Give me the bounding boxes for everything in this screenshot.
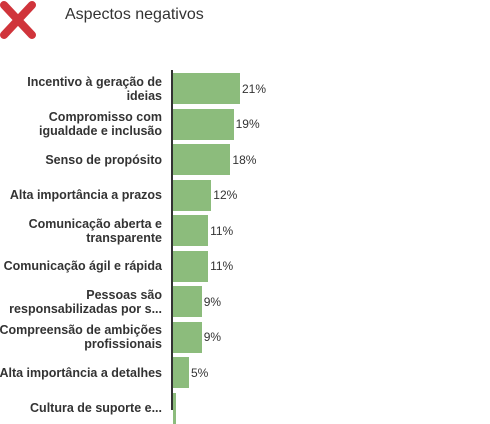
bar [173, 357, 189, 388]
bar-chart: Incentivo à geração de ideias 21% Compromi… [0, 70, 267, 424]
category-label: Compromisso com igualdade e inclusão [39, 110, 162, 138]
bar [173, 286, 202, 317]
bar [173, 73, 240, 104]
data-label: 21% [242, 81, 267, 96]
category-label: Incentivo à geração de ideias [27, 74, 162, 103]
bar [173, 144, 231, 175]
category-label: Comunicação aberta e transparente [28, 216, 162, 245]
bar [173, 250, 209, 282]
y-axis-line [171, 70, 173, 410]
data-label: 11% [210, 259, 234, 273]
data-label: 18% [232, 152, 257, 167]
category-label: Senso de propósito [45, 152, 162, 167]
data-label: 12% [213, 188, 238, 202]
bar [173, 392, 177, 424]
data-label: 11% [210, 223, 234, 238]
category-label: Pessoas são responsabilizadas por s... [9, 287, 162, 316]
data-label: 19% [235, 117, 260, 131]
close-x-icon [0, 1, 36, 39]
data-label: 5% [190, 365, 209, 380]
category-label: Comunicação ágil e rápida [3, 259, 162, 273]
bar [173, 215, 209, 246]
category-label: Compreensão de ambições profissionais [0, 323, 162, 351]
bar [173, 179, 212, 211]
category-label: Cultura de suporte e... [30, 401, 162, 415]
bar [173, 108, 234, 140]
data-label: 9% [203, 294, 222, 309]
chart-header: Aspectos negativos [0, 0, 490, 40]
bar [173, 321, 202, 353]
category-label: Alta importância a prazos [9, 188, 162, 202]
chart-title: Aspectos negativos [65, 6, 204, 23]
data-label: 9% [203, 330, 222, 344]
category-label: Alta importância a detalhes [0, 365, 162, 380]
